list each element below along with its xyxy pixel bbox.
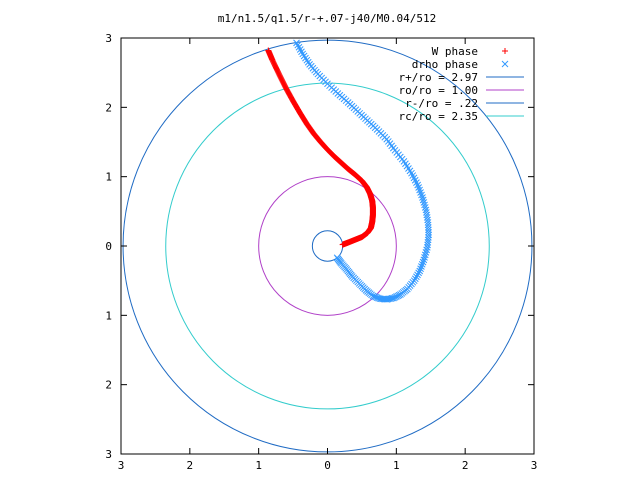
x-tick-label-5: 2 bbox=[462, 459, 469, 472]
legend-swatch-0 bbox=[502, 48, 508, 54]
legend-label-2: r+/ro = 2.97 bbox=[399, 71, 478, 84]
y-tick-label-3: 0 bbox=[105, 240, 112, 253]
x-tick-label-0: 3 bbox=[118, 459, 125, 472]
series-1-point-91 bbox=[421, 204, 429, 211]
series-1-point-61 bbox=[411, 275, 419, 283]
legend-label-3: ro/ro = 1.00 bbox=[399, 84, 478, 97]
x-tick-label-3: 0 bbox=[324, 459, 331, 472]
series-1-point-65 bbox=[416, 267, 424, 275]
legend-label-0: W phase bbox=[432, 45, 478, 58]
legend-swatch-1 bbox=[501, 60, 509, 68]
y-tick-label-4: 1 bbox=[105, 171, 112, 184]
y-tick-label-0: 3 bbox=[105, 448, 112, 461]
series-1-point-63 bbox=[414, 271, 421, 279]
legend-label-5: rc/ro = 2.35 bbox=[399, 110, 478, 123]
series-1-point-79 bbox=[425, 234, 432, 241]
series-1-point-70 bbox=[420, 256, 428, 264]
series-1-point-67 bbox=[418, 263, 425, 270]
series-1-point-71 bbox=[421, 254, 428, 261]
x-tick-label-2: 1 bbox=[255, 459, 262, 472]
series-1-point-73 bbox=[422, 249, 430, 256]
series-1-point-80 bbox=[425, 231, 433, 239]
x-tick-label-6: 3 bbox=[531, 459, 538, 472]
series-1-point-89 bbox=[422, 209, 430, 216]
series-circle-3 bbox=[258, 176, 397, 316]
series-1-point-64 bbox=[415, 269, 422, 277]
series-1-point-69 bbox=[419, 258, 427, 266]
y-tick-label-2: 1 bbox=[105, 309, 112, 322]
series-1-point-60 bbox=[410, 277, 418, 285]
series-1-point-170 bbox=[293, 39, 300, 47]
series-1-point-94 bbox=[419, 196, 427, 204]
series-1-point-90 bbox=[422, 206, 430, 214]
x-tick-label-1: 2 bbox=[187, 459, 194, 472]
legend-label-4: r-/ro = .22 bbox=[405, 97, 478, 110]
y-tick-label-6: 3 bbox=[105, 32, 112, 45]
series-1-point-83 bbox=[424, 224, 432, 231]
series-1-point-92 bbox=[421, 201, 428, 209]
series-1-point-68 bbox=[418, 260, 426, 268]
series-1-point-62 bbox=[413, 273, 420, 281]
legend-label-1: drho phase bbox=[412, 58, 478, 71]
series-0-point-364 bbox=[265, 47, 272, 54]
series-1-point-93 bbox=[420, 199, 428, 206]
series-1-point-82 bbox=[425, 226, 432, 234]
series-1-point-81 bbox=[425, 229, 432, 236]
y-tick-label-5: 2 bbox=[105, 101, 112, 114]
chart-title: m1/n1.5/q1.5/r-+.07-j40/M0.04/512 bbox=[218, 12, 437, 25]
x-tick-label-4: 1 bbox=[393, 459, 400, 472]
y-tick-label-1: 2 bbox=[105, 379, 112, 392]
series-1-point-66 bbox=[417, 265, 424, 273]
series-1-point-72 bbox=[421, 251, 429, 259]
series-circle-5 bbox=[165, 82, 490, 410]
